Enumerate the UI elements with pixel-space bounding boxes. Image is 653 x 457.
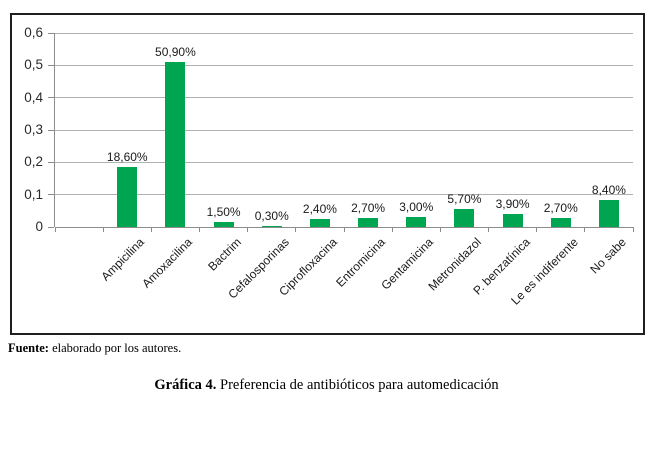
y-axis-tick [48, 161, 54, 163]
source-note-label: Fuente: [8, 341, 49, 355]
x-axis-tick [247, 227, 249, 232]
plot-area: 0,6 0,5 0,4 0,3 0,2 0,1 0 18,60% Ampicilina 50,90… [24, 25, 634, 308]
gridline [55, 194, 633, 196]
bar-entromicina [358, 218, 379, 227]
x-axis-tick [295, 227, 297, 232]
figure-caption: Gráfica 4. Preferencia de antibióticos p… [0, 377, 653, 394]
bar-value-label: 2,70% [351, 201, 386, 216]
bar-gentamicina [406, 217, 427, 227]
chart-frame: 0,6 0,5 0,4 0,3 0,2 0,1 0 18,60% Ampicilina 50,90… [10, 13, 645, 335]
bar-value-label: 0,30% [254, 209, 289, 223]
gridline [55, 161, 633, 163]
x-axis-tick [102, 227, 104, 232]
bar-value-label: 2,40% [302, 202, 337, 217]
bar-value-label: 8,40% [591, 182, 626, 197]
x-axis-tick [584, 227, 586, 232]
x-axis-tick [343, 227, 345, 232]
gridline [55, 97, 633, 99]
bar-bactrim [213, 222, 234, 227]
source-note-text: elaborado por los autores. [52, 341, 182, 355]
y-axis-tick-label: 0,5 [24, 57, 43, 73]
bar-value-label: 1,50% [206, 205, 241, 220]
gridline [55, 32, 633, 34]
gridline [55, 64, 633, 66]
bar-value-label: 50,90% [155, 45, 196, 60]
x-axis-tick [488, 227, 489, 232]
y-axis-tick [48, 32, 54, 34]
bar-no-sabe [598, 199, 619, 227]
y-axis-tick-label: 0,2 [24, 154, 43, 170]
bar-value-label: 3,00% [399, 200, 434, 215]
figure-caption-text: Preferencia de antibióticos para automed… [220, 377, 499, 393]
y-axis-tick [48, 194, 54, 196]
x-axis-tick [536, 227, 538, 232]
bar-ampicilina [117, 166, 138, 227]
y-axis-tick-label: 0,3 [24, 122, 43, 137]
y-axis-tick-label: 0,1 [24, 186, 43, 202]
bar-value-label: 5,70% [447, 191, 482, 206]
x-axis-tick [54, 227, 56, 232]
y-axis-line [54, 33, 55, 227]
x-axis-tick [199, 227, 200, 232]
bar-le-es-indiferente [550, 218, 571, 227]
bar-metronidazol [454, 208, 475, 227]
y-axis-tick [48, 129, 54, 131]
bar-amoxacilina [165, 62, 186, 227]
y-axis-tick [48, 64, 54, 66]
bar-value-label: 18,60% [106, 149, 148, 164]
bar-value-label: 3,90% [495, 197, 530, 212]
bar-p-benzat-nica [502, 214, 523, 227]
bar-ciprofloxacina [309, 219, 330, 227]
x-axis-tick [150, 227, 152, 232]
gridline [55, 129, 633, 131]
x-axis-tick [439, 227, 441, 232]
y-axis-tick [48, 226, 54, 228]
y-axis-tick [48, 97, 54, 99]
figure-caption-label: Gráfica 4. [154, 377, 217, 393]
x-axis-tick [632, 227, 634, 232]
y-axis-tick-label: 0,6 [24, 25, 43, 40]
bar-value-label: 2,70% [543, 201, 578, 216]
y-axis-tick-label: 0 [35, 219, 43, 234]
y-axis-tick-label: 0,4 [24, 89, 43, 105]
source-note: Fuente: elaborado por los autores. [8, 341, 181, 356]
bar-cefalosporinas [261, 226, 282, 227]
x-axis-tick [391, 227, 393, 232]
